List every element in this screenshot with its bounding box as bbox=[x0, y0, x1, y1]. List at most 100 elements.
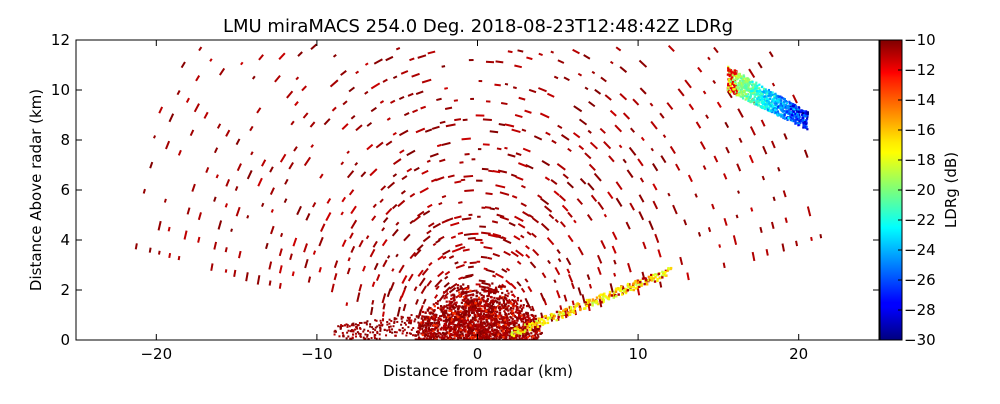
echo-pixel bbox=[780, 99, 782, 101]
echo-pixel bbox=[462, 299, 464, 301]
echo-pixel bbox=[586, 305, 588, 307]
echo-streak bbox=[371, 307, 372, 315]
echo-pixel bbox=[619, 288, 621, 290]
echo-pixel bbox=[456, 302, 458, 304]
echo-pixel bbox=[450, 294, 452, 296]
echo-pixel bbox=[488, 308, 490, 310]
echo-pixel bbox=[522, 306, 524, 308]
echo-pixel bbox=[484, 316, 486, 318]
echo-pixel bbox=[446, 307, 448, 309]
echo-pixel bbox=[435, 336, 437, 338]
echo-pixel bbox=[479, 331, 481, 333]
echo-streak bbox=[383, 304, 384, 310]
echo-pixel bbox=[362, 331, 364, 333]
echo-pixel bbox=[486, 300, 488, 302]
echo-pixel bbox=[738, 73, 740, 75]
echo-pixel bbox=[531, 325, 533, 327]
echo-pixel bbox=[464, 303, 466, 305]
echo-pixel bbox=[800, 120, 802, 122]
echo-pixel bbox=[504, 304, 506, 306]
echo-pixel bbox=[630, 286, 632, 288]
echo-pixel bbox=[533, 317, 535, 319]
echo-streak bbox=[247, 215, 248, 218]
echo-pixel bbox=[765, 90, 767, 92]
echo-pixel bbox=[801, 110, 803, 112]
echo-streak bbox=[179, 256, 180, 260]
echo-streak bbox=[786, 218, 787, 223]
echo-pixel bbox=[488, 310, 490, 312]
echo-pixel bbox=[478, 313, 480, 315]
echo-pixel bbox=[452, 306, 454, 308]
echo-pixel bbox=[586, 299, 588, 301]
echo-pixel bbox=[562, 313, 564, 315]
echo-pixel bbox=[627, 289, 629, 291]
echo-pixel bbox=[444, 332, 446, 334]
echo-pixel bbox=[752, 83, 754, 85]
echo-pixel bbox=[452, 331, 454, 333]
echo-pixel bbox=[776, 99, 778, 101]
echo-pixel bbox=[784, 118, 786, 120]
echo-pixel bbox=[388, 329, 390, 331]
echo-pixel bbox=[574, 305, 576, 307]
echo-pixel bbox=[371, 326, 373, 328]
echo-pixel bbox=[803, 114, 805, 116]
echo-pixel bbox=[462, 283, 464, 285]
echo-streak bbox=[272, 209, 273, 212]
echo-pixel bbox=[496, 331, 498, 333]
echo-streak bbox=[719, 244, 720, 247]
echo-pixel bbox=[511, 320, 513, 322]
colorbar-ticks: −10−12−14−16−18−20−22−24−26−28−30 bbox=[898, 31, 936, 349]
echo-pixel bbox=[381, 324, 383, 326]
echo-pixel bbox=[764, 108, 766, 110]
y-tick-label: 12 bbox=[51, 31, 70, 49]
echo-pixel bbox=[457, 311, 459, 313]
echo-pixel bbox=[394, 335, 396, 337]
echo-pixel bbox=[775, 109, 777, 111]
colorbar-tick-label: −22 bbox=[904, 211, 936, 229]
echo-pixel bbox=[498, 298, 500, 300]
echo-pixel bbox=[510, 302, 512, 304]
echo-pixel bbox=[421, 315, 423, 317]
echo-pixel bbox=[410, 333, 412, 335]
echo-pixel bbox=[339, 326, 341, 328]
echo-pixel bbox=[508, 324, 510, 326]
echo-pixel bbox=[507, 295, 509, 297]
echo-pixel bbox=[465, 301, 467, 303]
echo-pixel bbox=[412, 334, 414, 336]
echo-pixel bbox=[454, 310, 456, 312]
echo-pixel bbox=[621, 293, 623, 295]
echo-pixel bbox=[569, 314, 571, 316]
echo-pixel bbox=[491, 282, 493, 284]
echo-pixel bbox=[728, 78, 730, 80]
echo-pixel bbox=[474, 305, 476, 307]
echo-pixel bbox=[352, 334, 354, 336]
echo-pixel bbox=[662, 274, 664, 276]
echo-pixel bbox=[461, 325, 463, 327]
echo-pixel bbox=[429, 335, 431, 337]
echo-pixel bbox=[766, 105, 768, 107]
colorbar-tick-label: −12 bbox=[904, 61, 936, 79]
echo-pixel bbox=[795, 105, 797, 107]
echo-pixel bbox=[486, 303, 488, 305]
echo-pixel bbox=[770, 110, 772, 112]
echo-pixel bbox=[753, 99, 755, 101]
echo-pixel bbox=[737, 76, 739, 78]
echo-pixel bbox=[794, 113, 796, 115]
echo-pixel bbox=[396, 321, 398, 323]
echo-pixel bbox=[484, 307, 486, 309]
echo-streak bbox=[751, 208, 752, 212]
echo-pixel bbox=[435, 302, 437, 304]
echo-pixel bbox=[524, 329, 526, 331]
echo-streak bbox=[551, 52, 554, 53]
echo-pixel bbox=[600, 294, 602, 296]
echo-pixel bbox=[764, 95, 766, 97]
echo-pixel bbox=[539, 319, 541, 321]
echo-streak bbox=[280, 283, 281, 289]
echo-streak bbox=[169, 253, 170, 258]
echo-pixel bbox=[389, 331, 391, 333]
echo-pixel bbox=[512, 318, 514, 320]
echo-pixel bbox=[514, 325, 516, 327]
echo-pixel bbox=[464, 314, 466, 316]
echo-pixel bbox=[486, 295, 488, 297]
echo-pixel bbox=[507, 327, 509, 329]
